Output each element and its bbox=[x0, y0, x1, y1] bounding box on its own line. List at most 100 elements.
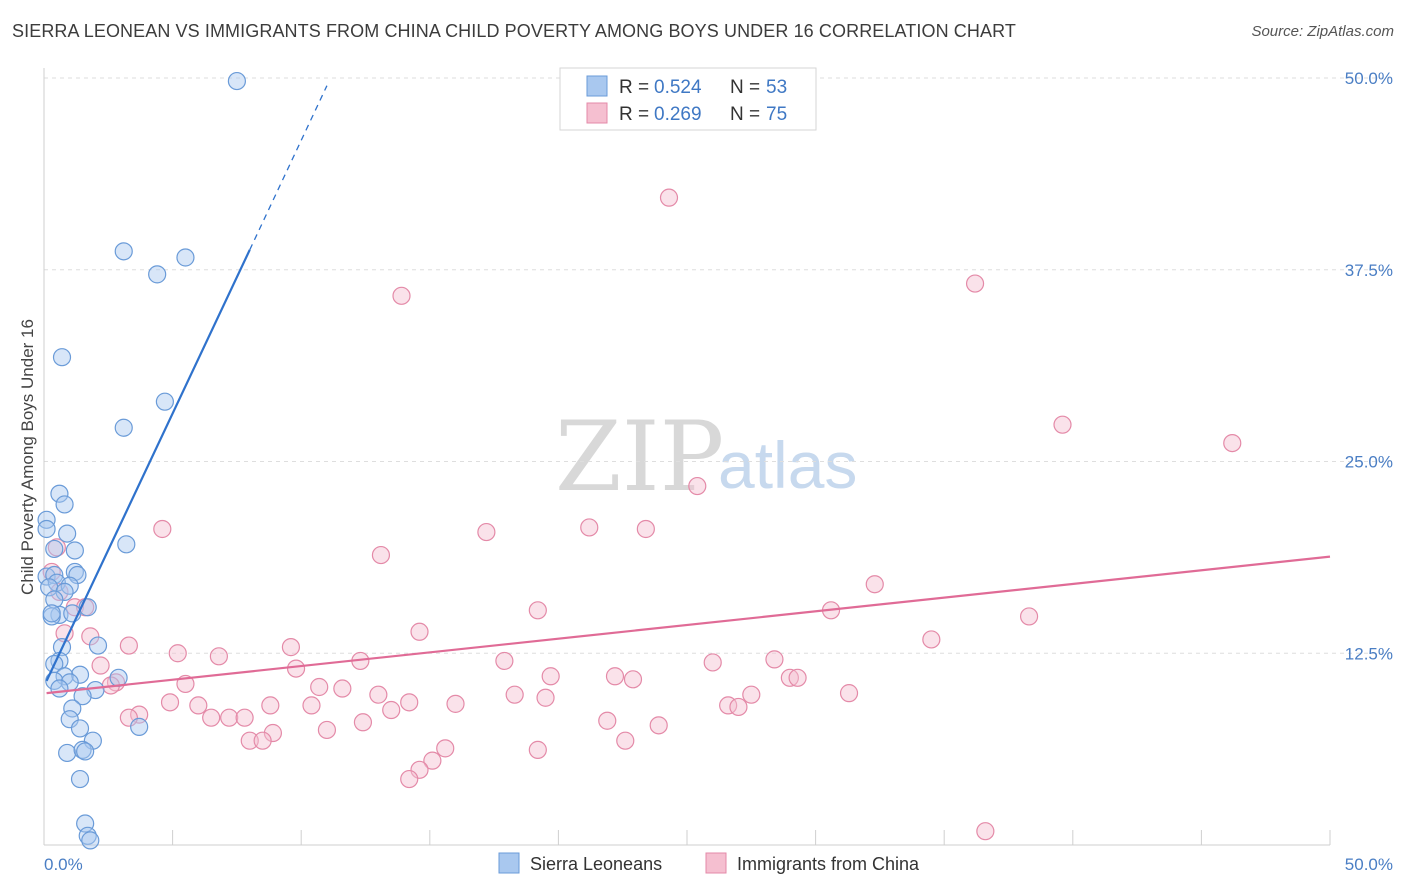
sierra-leone-point-51 bbox=[81, 831, 100, 850]
source-label: Source: ZipAtlas.com bbox=[1251, 23, 1394, 40]
china-point-33 bbox=[286, 659, 306, 678]
china-point-47 bbox=[742, 685, 761, 704]
china-point-19 bbox=[1019, 607, 1039, 626]
china-point-9 bbox=[477, 522, 496, 542]
y-axis-label: Child Poverty Among Boys Under 16 bbox=[18, 319, 37, 595]
china-point-22 bbox=[81, 627, 100, 646]
sierra-leone-point-45 bbox=[58, 743, 77, 763]
sierra-leone-point-14 bbox=[65, 541, 84, 560]
china-point-6 bbox=[153, 519, 172, 539]
china-point-20 bbox=[410, 622, 429, 641]
immigrants-from-china-points bbox=[42, 188, 1242, 841]
sierra-leoneans-trend-line bbox=[45, 249, 251, 682]
china-point-70 bbox=[616, 731, 635, 750]
sierra-leone-point-36 bbox=[50, 679, 69, 698]
legend-r-value-2: 0.269 bbox=[654, 104, 702, 125]
sierra-leone-point-42 bbox=[70, 719, 90, 738]
china-point-64 bbox=[353, 713, 373, 732]
series-legend: Sierra Leoneans Immigrants from China bbox=[498, 852, 920, 874]
sierra-leone-point-11 bbox=[58, 524, 77, 543]
china-point-11 bbox=[371, 545, 391, 565]
sierra-leone-point-40 bbox=[63, 699, 82, 718]
china-point-34 bbox=[541, 667, 560, 686]
sierra-leoneans-points bbox=[37, 71, 246, 850]
china-point-53 bbox=[400, 693, 419, 712]
sierra-leone-point-29 bbox=[88, 636, 108, 655]
china-point-26 bbox=[168, 644, 187, 663]
china-point-46 bbox=[536, 688, 555, 707]
sierra-leone-point-2 bbox=[176, 248, 195, 267]
china-point-13 bbox=[865, 575, 884, 594]
china-point-62 bbox=[119, 708, 138, 727]
y-tick-label-1: 25.0% bbox=[1345, 453, 1393, 472]
china-point-66 bbox=[317, 720, 337, 740]
grid-lines bbox=[44, 77, 1393, 654]
x-tick-label-min: 0.0% bbox=[44, 855, 83, 874]
china-point-31 bbox=[765, 650, 784, 669]
watermark-zip: ZIP bbox=[555, 401, 724, 513]
sierra-leone-point-10 bbox=[37, 519, 56, 539]
china-point-56 bbox=[729, 697, 748, 717]
china-point-54 bbox=[446, 694, 465, 713]
china-point-30 bbox=[703, 653, 722, 672]
legend-n-label-1: N = bbox=[730, 77, 760, 98]
china-point-76 bbox=[976, 822, 995, 841]
y-tick-label-0: 12.5% bbox=[1345, 644, 1393, 663]
legend-r-label-2: R = bbox=[619, 104, 649, 125]
sierra-leone-point-8 bbox=[55, 495, 74, 514]
correlation-legend: R = 0.524 N = 53 R = 0.269 N = 75 bbox=[559, 67, 817, 131]
sierra-leone-point-43 bbox=[130, 717, 149, 736]
china-point-75 bbox=[400, 769, 419, 789]
china-point-17 bbox=[528, 601, 547, 620]
china-point-72 bbox=[528, 740, 547, 759]
china-point-45 bbox=[505, 685, 524, 704]
china-point-60 bbox=[220, 708, 239, 727]
sierra-leone-point-0 bbox=[227, 71, 246, 91]
china-point-49 bbox=[160, 693, 180, 712]
china-point-3 bbox=[1053, 415, 1072, 434]
china-point-37 bbox=[780, 668, 799, 687]
china-point-23 bbox=[922, 630, 941, 649]
china-point-7 bbox=[580, 518, 599, 537]
china-point-44 bbox=[369, 685, 388, 704]
china-point-74 bbox=[410, 760, 429, 779]
legend-n-value-1: 53 bbox=[766, 77, 787, 98]
china-point-35 bbox=[623, 670, 643, 689]
sierra-leone-point-52 bbox=[42, 604, 61, 623]
china-point-67 bbox=[263, 723, 283, 743]
sierra-leone-point-41 bbox=[60, 710, 79, 729]
sierra-leone-point-5 bbox=[155, 392, 174, 411]
china-point-2 bbox=[392, 286, 411, 305]
sierra-leone-point-47 bbox=[76, 742, 95, 761]
china-point-29 bbox=[495, 651, 514, 671]
sierra-leone-point-22 bbox=[55, 582, 74, 601]
legend-n-label-2: N = bbox=[730, 104, 760, 125]
y-tick-label-2: 37.5% bbox=[1345, 261, 1393, 280]
sierra-leone-point-1 bbox=[114, 242, 133, 261]
x-tick-label-max: 50.0% bbox=[1345, 855, 1393, 874]
legend-r-label-1: R = bbox=[619, 77, 649, 98]
y-tick-labels: 12.5% 25.0% 37.5% 50.0% bbox=[1345, 69, 1393, 663]
china-point-65 bbox=[649, 716, 668, 735]
series-legend-label-1: Sierra Leoneans bbox=[530, 854, 662, 874]
china-point-5 bbox=[688, 476, 707, 496]
sierra-leone-point-12 bbox=[117, 535, 136, 554]
china-point-52 bbox=[302, 696, 321, 715]
china-point-73 bbox=[423, 751, 442, 770]
china-point-4 bbox=[1223, 433, 1242, 453]
china-point-68 bbox=[240, 731, 259, 750]
china-point-38 bbox=[788, 668, 807, 687]
sierra-leone-point-6 bbox=[114, 418, 133, 437]
china-point-57 bbox=[382, 700, 401, 720]
sierra-leone-point-7 bbox=[50, 484, 69, 503]
series-legend-label-2: Immigrants from China bbox=[737, 854, 920, 874]
sierra-leone-point-39 bbox=[73, 687, 92, 706]
china-point-25 bbox=[281, 638, 301, 657]
series-legend-swatch-blue bbox=[498, 852, 520, 874]
china-point-51 bbox=[261, 696, 280, 715]
china-point-8 bbox=[636, 519, 655, 539]
china-point-50 bbox=[189, 696, 208, 715]
china-point-71 bbox=[436, 739, 455, 758]
series-legend-swatch-pink bbox=[705, 852, 727, 874]
